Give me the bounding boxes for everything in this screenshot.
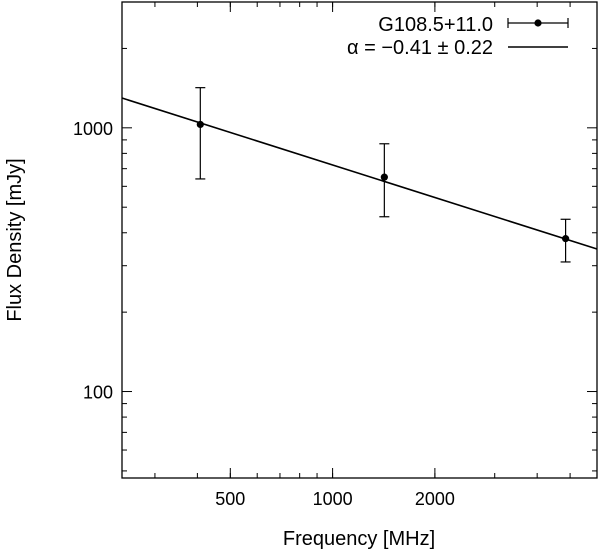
legend-label-points: G108.5+11.0 <box>378 14 493 36</box>
data-point <box>380 173 388 181</box>
fit-line <box>121 97 598 250</box>
ticks: 500 1000 2000 100 1000 <box>73 2 597 509</box>
data-point <box>196 120 204 129</box>
y-tick-label: 1000 <box>73 119 113 139</box>
x-tick-label: 1000 <box>313 489 353 509</box>
plot-frame <box>121 1 598 479</box>
data-point <box>562 235 570 243</box>
fit-line-group <box>121 97 598 250</box>
x-tick-label: 2000 <box>415 489 455 509</box>
y-tick-label: 100 <box>83 383 113 403</box>
data-points <box>195 87 571 263</box>
x-tick-label: 500 <box>215 489 245 509</box>
x-axis-label: Frequency [MHz] <box>283 528 435 550</box>
y-axis-label: Flux Density [mJy] <box>4 158 26 321</box>
legend: G108.5+11.0 α = −0.41 ± 0.22 <box>347 14 569 59</box>
legend-point-marker <box>534 19 542 27</box>
legend-label-fit: α = −0.41 ± 0.22 <box>347 37 493 59</box>
